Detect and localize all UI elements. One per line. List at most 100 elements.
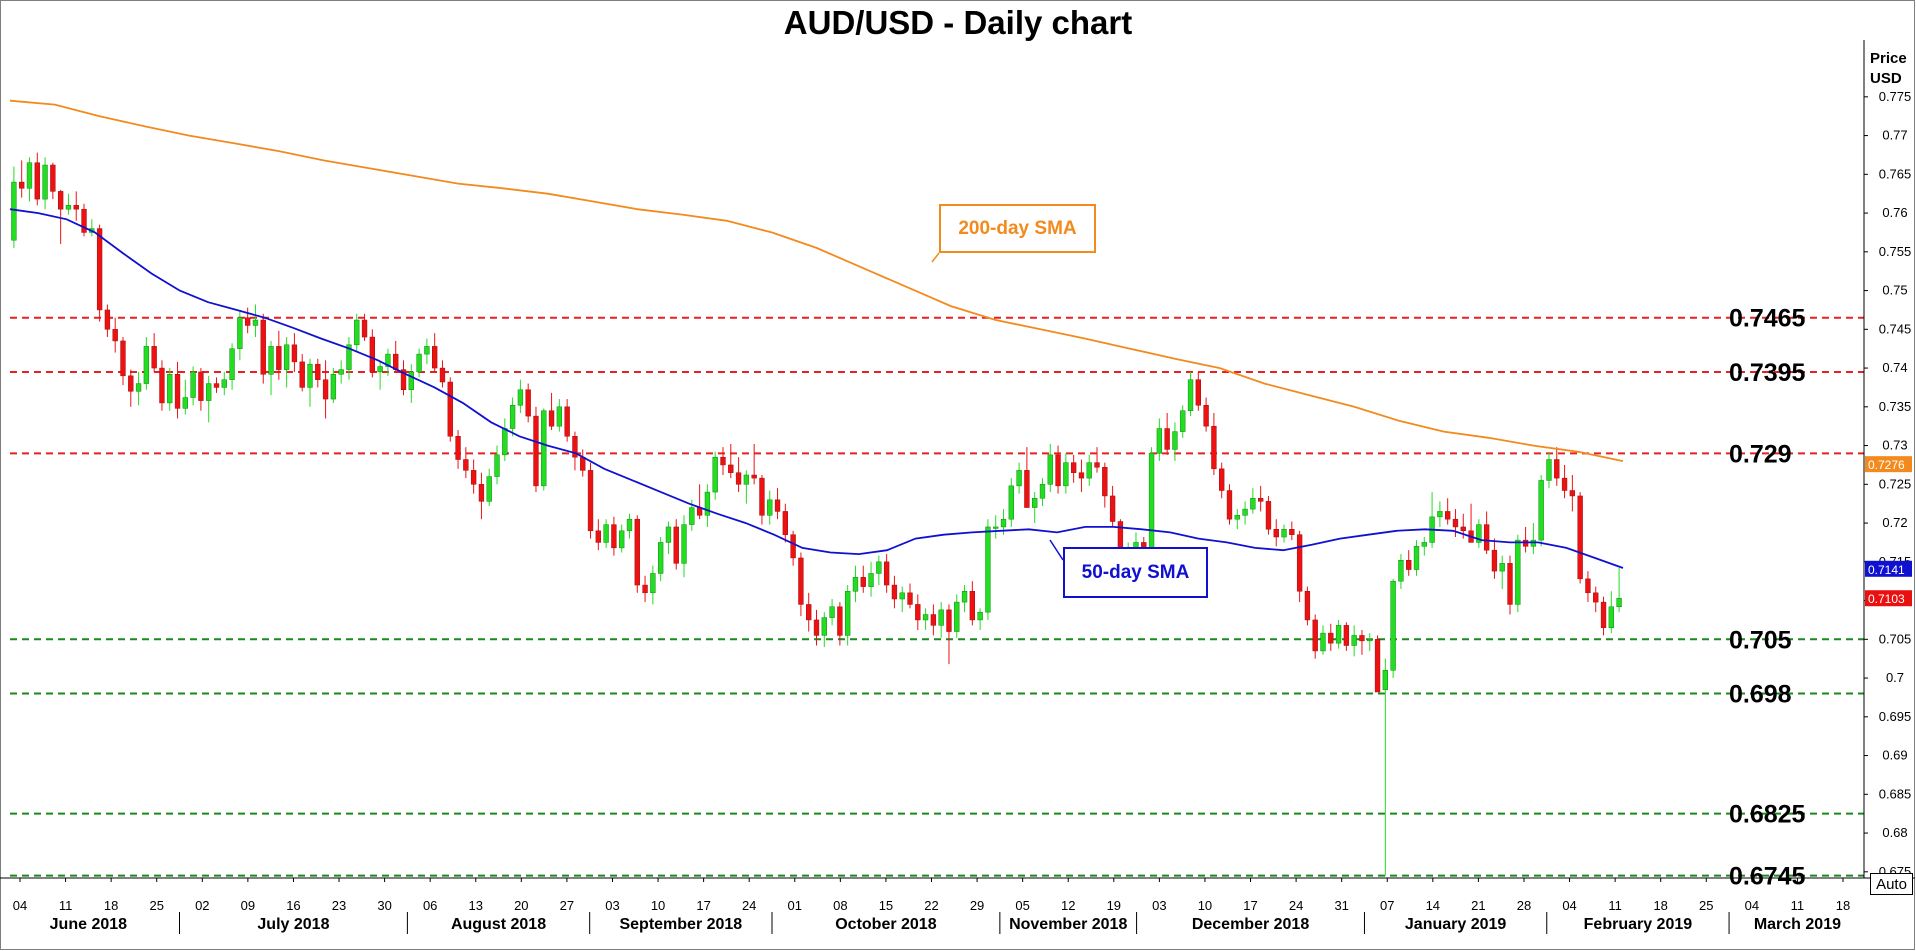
candle-body [634,518,640,586]
sma200-line [9,99,1624,462]
candle-body [969,591,976,621]
x-tick-label: 05 [1015,898,1029,913]
candle-body [1390,580,1396,671]
candle-body [65,205,72,210]
candle-body [798,557,804,605]
candle-body [1304,591,1311,621]
candle-body [1094,462,1100,468]
candle-body [1047,454,1053,485]
candle-body [767,499,773,516]
candle-body [1281,529,1287,538]
candle-body [1452,518,1459,528]
x-tick-label: 30 [377,898,391,913]
candle-body [1257,498,1264,502]
candle-body [1367,639,1373,642]
candle-body [81,208,87,233]
candle-body [1312,619,1318,652]
candle-body [759,477,765,516]
month-label: August 2018 [451,916,546,933]
candle-body [260,319,266,375]
candle-body [509,405,516,429]
y-axis-unit-label: Price [1870,50,1907,67]
candle-body [338,369,344,375]
candle-body [587,470,594,532]
y-tick-label: 0.775 [1879,89,1912,104]
candle-body [681,524,687,564]
candle-body [922,614,929,621]
candle-body [619,530,625,549]
candle-body [665,526,672,543]
candle-body [1195,379,1201,406]
candle-body [1445,511,1451,520]
x-tick-label: 13 [469,898,483,913]
candle-body [1024,470,1030,508]
x-tick-label: 08 [833,898,847,913]
candle-body [1109,495,1116,522]
y-tick-label: 0.73 [1882,438,1907,453]
candle-body [774,499,781,512]
candle-body [112,329,118,342]
candle-body [977,611,983,621]
x-tick-label: 07 [1380,898,1394,913]
month-label: February 2019 [1584,916,1693,933]
candle-body [190,371,196,398]
candle-body [1538,480,1544,541]
candle-body [829,606,835,618]
candle-body [1242,508,1248,516]
x-tick-label: 06 [423,898,437,913]
candle-body [1032,498,1038,508]
y-tick-label: 0.77 [1882,128,1907,143]
candle-body [1086,462,1092,479]
candle-body [1219,468,1225,491]
level-label: 0.6825 [1729,801,1806,829]
y-tick-label: 0.705 [1879,631,1912,646]
y-tick-label: 0.735 [1879,399,1912,414]
candle-body [1608,606,1614,628]
x-tick-label: 25 [1699,898,1713,913]
candle-body [845,591,851,636]
candle-body [182,397,188,409]
x-tick-label: 20 [514,898,528,913]
x-tick-label: 19 [1107,898,1121,913]
x-tick-label: 11 [1791,898,1805,913]
x-tick-label: 09 [241,898,255,913]
candle-body [642,584,648,594]
candle-body [252,319,259,326]
candle-body [19,181,25,189]
candle-body [743,474,750,485]
candle-body [470,470,477,485]
candle-body [1016,470,1022,487]
candle-body [1156,428,1163,454]
candle-body [891,584,898,600]
level-label: 0.698 [1729,681,1792,709]
x-tick-label: 18 [104,898,118,913]
candle-body [315,363,321,380]
candle-body [1273,529,1279,538]
candle-body [1180,410,1186,432]
candle-body [1000,518,1007,528]
candles-layer [11,152,1622,876]
candle-body [1491,549,1498,572]
candle-body [603,524,609,543]
candle-body [657,542,664,574]
level-label: 0.7395 [1729,359,1806,387]
candle-body [915,604,921,621]
x-tick-label: 14 [1426,898,1440,913]
candle-body [1351,635,1357,646]
candle-body [1250,498,1256,510]
candle-body [837,606,843,636]
candle-body [735,472,742,485]
candle-body [57,191,64,210]
candle-body [346,344,352,370]
x-tick-label: 28 [1517,898,1531,913]
x-tick-label: 23 [332,898,346,913]
x-tick-label: 03 [1152,898,1166,913]
candle-body [244,317,251,326]
candle-body [369,336,376,373]
candle-body [408,371,414,391]
auto-scale-button[interactable]: Auto [1870,873,1913,895]
y-tick-label: 0.69 [1882,748,1907,763]
candle-body [377,366,383,373]
levels-layer: 0.7465 0.7395 0.729 0.705 0.698 0.6825 0.6745 [10,305,1864,891]
candle-body [494,454,500,477]
